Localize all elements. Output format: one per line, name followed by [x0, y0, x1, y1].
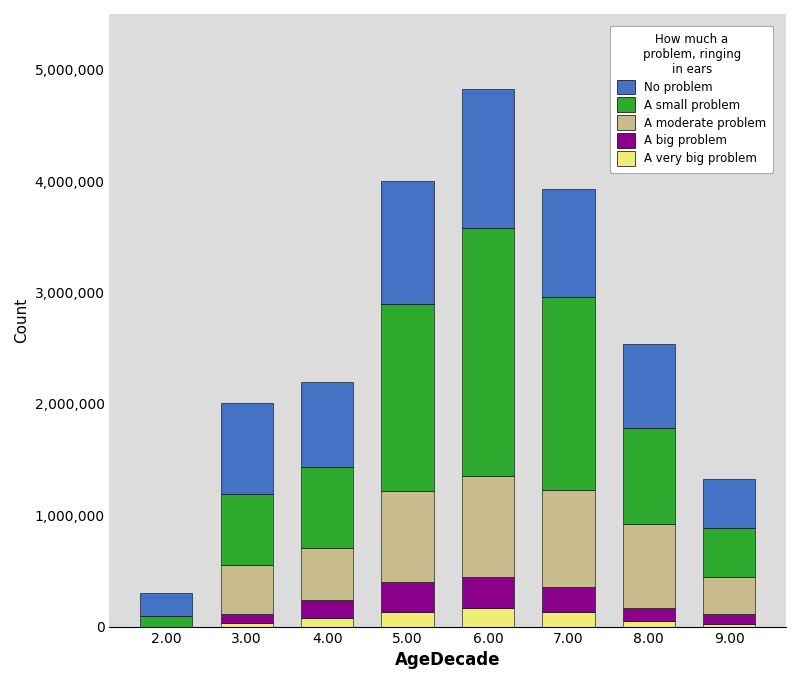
Bar [382, 582, 434, 612]
Bar [703, 479, 755, 528]
Bar [221, 403, 273, 494]
Bar [542, 490, 594, 587]
Bar [301, 548, 354, 600]
Bar [462, 476, 514, 576]
Bar [221, 615, 273, 624]
Legend: No problem, A small problem, A moderate problem, A big problem, A very big probl: No problem, A small problem, A moderate … [610, 26, 774, 173]
Bar [301, 600, 354, 618]
Bar [382, 612, 434, 627]
Bar [462, 89, 514, 228]
Bar [462, 576, 514, 608]
Bar [221, 624, 273, 627]
Bar [382, 303, 434, 491]
Bar [462, 608, 514, 627]
Bar [622, 608, 675, 621]
Bar [382, 181, 434, 303]
Bar [622, 621, 675, 627]
Bar [140, 615, 193, 627]
Bar [301, 382, 354, 467]
Bar [221, 566, 273, 615]
Bar [542, 297, 594, 490]
Bar [301, 467, 354, 548]
Bar [140, 594, 193, 615]
Bar [703, 577, 755, 614]
Bar [301, 618, 354, 627]
Bar [703, 528, 755, 577]
Bar [622, 524, 675, 608]
Y-axis label: Count: Count [14, 298, 29, 343]
Bar [542, 587, 594, 612]
Bar [622, 428, 675, 524]
Bar [221, 494, 273, 566]
Bar [542, 189, 594, 297]
Bar [382, 491, 434, 582]
Bar [622, 344, 675, 428]
Bar [703, 614, 755, 624]
Bar [462, 228, 514, 476]
X-axis label: AgeDecade: AgeDecade [395, 651, 501, 669]
Bar [703, 624, 755, 627]
Bar [542, 612, 594, 627]
